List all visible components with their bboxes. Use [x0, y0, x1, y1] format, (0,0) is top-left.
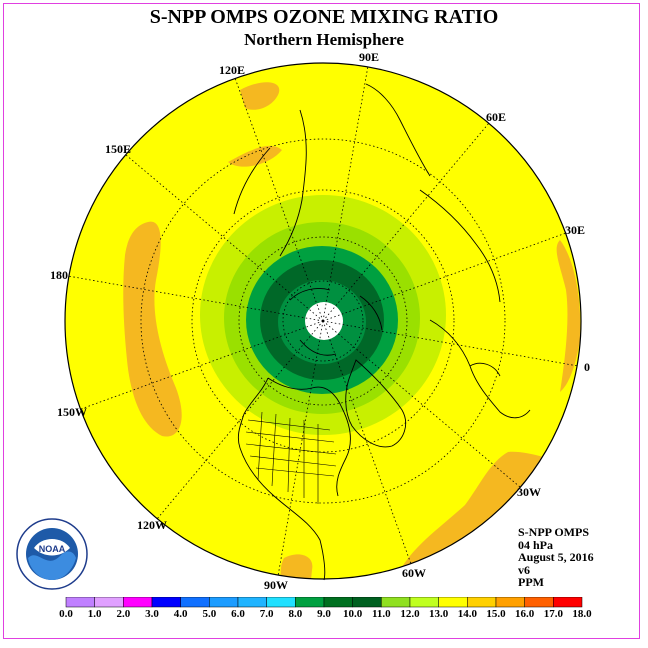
colorbar-segment [352, 597, 382, 608]
colorbar-tick-label: 15.0 [486, 608, 506, 620]
lon-label-120e: 120E [219, 63, 246, 77]
colorbar-tick-label: 10.0 [343, 608, 363, 620]
lon-label-90w: 90W [264, 578, 288, 592]
colorbar-tick-label: 5.0 [202, 608, 217, 620]
latitude-circle-50 [140, 138, 506, 504]
colorbar-segment [209, 597, 239, 608]
ozone-patch-siberia [228, 82, 282, 167]
coastline-arctic-islands [289, 288, 383, 356]
noaa-logo-bird [34, 539, 70, 556]
lon-label-150w: 150W [57, 405, 87, 419]
colorbar-tick-label: 7.0 [259, 608, 274, 620]
colorbar-segment [524, 597, 554, 608]
ozone-patch-pacific-south [280, 554, 313, 579]
colorbar-tick-label: 12.0 [400, 608, 420, 620]
figure-subtitle: Northern Hemisphere [244, 30, 404, 49]
colorbar-tick-label: 17.0 [543, 608, 563, 620]
meridian-180 [67, 275, 324, 322]
lon-label-180: 180 [50, 268, 68, 282]
coastline-north-america [237, 377, 351, 581]
meridian-90w [277, 320, 324, 577]
colorbar-segment [266, 597, 296, 608]
ozone-patch-pacific [123, 221, 182, 437]
colorbar-segment [467, 597, 497, 608]
lon-label-150e: 150E [105, 142, 132, 156]
meridian-120e [234, 77, 324, 322]
latitude-circle-80 [282, 280, 364, 362]
noaa-logo: NOAA [16, 518, 88, 590]
coastline-asia [233, 83, 501, 303]
coastlines [233, 83, 531, 581]
colorbar-tick-label: 11.0 [372, 608, 391, 620]
info-level: 04 hPa [518, 537, 554, 552]
meridian-30e [322, 232, 567, 322]
info-instrument: S-NPP OMPS [518, 525, 589, 539]
colorbar-segment [295, 597, 325, 608]
colorbar-segment [438, 597, 468, 608]
latitude-circle-70 [238, 236, 408, 406]
colorbar-segment [151, 597, 181, 608]
lon-label-90e: 90E [359, 50, 380, 64]
ozone-patch-europe [556, 240, 581, 392]
colorbar-segment [381, 597, 411, 608]
colorbar-segment [94, 597, 124, 608]
lon-label-30w: 30W [517, 485, 541, 499]
meridian-150e [125, 154, 324, 322]
colorbar-tick-label: 14.0 [457, 608, 477, 620]
coastline-greenland [345, 359, 406, 448]
state-border-lines [245, 411, 337, 504]
meridian-30w [322, 320, 521, 488]
colorbar-tick-label: 13.0 [429, 608, 449, 620]
lon-label-60w: 60W [402, 566, 426, 580]
figure-title: S-NPP OMPS OZONE MIXING RATIO [149, 6, 499, 28]
colorbar-tick-label: 3.0 [145, 608, 159, 620]
map-info: S-NPP OMPS 04 hPa August 5, 2016 v6 PPM [518, 526, 594, 589]
colorbar-segment [237, 597, 267, 608]
colorbar-tick-label: 4.0 [173, 608, 188, 620]
meridian-120w [156, 320, 324, 520]
meridian-90e [322, 65, 369, 322]
colorbar-segment [65, 597, 95, 608]
info-date: August 5, 2016 [518, 550, 594, 564]
figure-border [3, 3, 640, 639]
meridian-0 [322, 320, 579, 367]
info-version: v6 [518, 562, 530, 577]
colorbar-tick-label: 1.0 [87, 608, 102, 620]
lon-label-120w: 120W [137, 518, 167, 532]
colorbar-segment [409, 597, 439, 608]
ozone-field [65, 63, 581, 579]
latitude-circle-60 [191, 189, 455, 453]
lon-label-60e: 60E [486, 110, 507, 124]
colorbar-tick-label: 8.0 [288, 608, 303, 620]
colorbar-segment [123, 597, 153, 608]
colorbar-tick-label: 9.0 [317, 608, 331, 620]
colorbar-tick-label: 18.0 [572, 608, 592, 620]
colorbar-segment [553, 597, 583, 608]
coastline-europe [429, 319, 531, 419]
noaa-logo-wave [28, 551, 76, 580]
lon-label-30e: 30E [565, 223, 586, 237]
colorbar-tick-label: 6.0 [231, 608, 245, 620]
colorbar [65, 597, 583, 608]
colorbar-tick-label: 0.0 [59, 608, 73, 620]
meridian-60e [322, 122, 490, 322]
colorbar-segment [180, 597, 210, 608]
us-state-borders [245, 411, 337, 504]
colorbar-tick-label: 2.0 [116, 608, 131, 620]
colorbar-segment [495, 597, 525, 608]
meridian-60w [322, 320, 412, 565]
info-units: PPM [518, 575, 544, 589]
map-rim [64, 62, 582, 580]
colorbar-tick-label: 16.0 [515, 608, 535, 620]
lon-label-0: 0 [584, 360, 590, 374]
graticule [67, 65, 579, 577]
meridian-150w [80, 320, 324, 410]
noaa-logo-wordmark: NOAA [39, 544, 66, 554]
colorbar-segment [323, 597, 353, 608]
